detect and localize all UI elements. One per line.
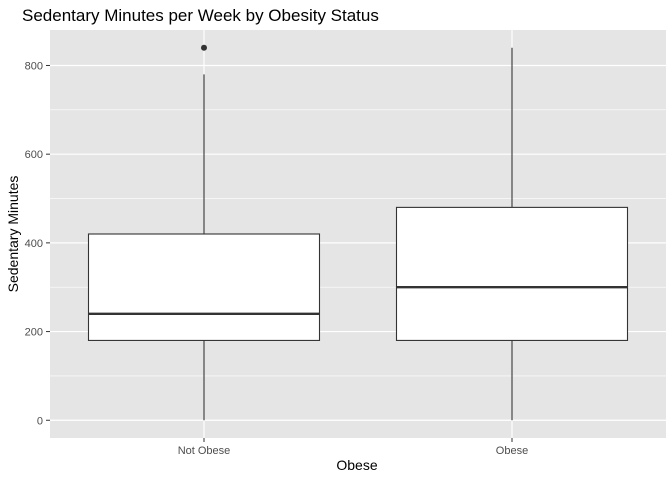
y-axis-title: Sedentary Minutes [5,176,21,293]
box-not-obese [87,44,321,421]
plot-area: 0 200 400 600 800 Not Obese Obese [25,30,666,457]
y-tick-label: 200 [25,327,43,339]
chart-title: Sedentary Minutes per Week by Obesity St… [22,6,379,25]
x-axis-title: Obese [336,457,377,473]
y-tick-label: 800 [25,60,43,72]
outlier-point [201,44,207,51]
x-tick-label: Not Obese [178,445,231,457]
box-iqr [87,233,321,341]
box-obese [395,47,629,421]
x-tick-label: Obese [496,445,528,457]
y-tick-label: 0 [37,415,43,427]
y-tick-label: 400 [25,238,43,250]
y-tick-label: 600 [25,149,43,161]
box-iqr [395,206,629,341]
